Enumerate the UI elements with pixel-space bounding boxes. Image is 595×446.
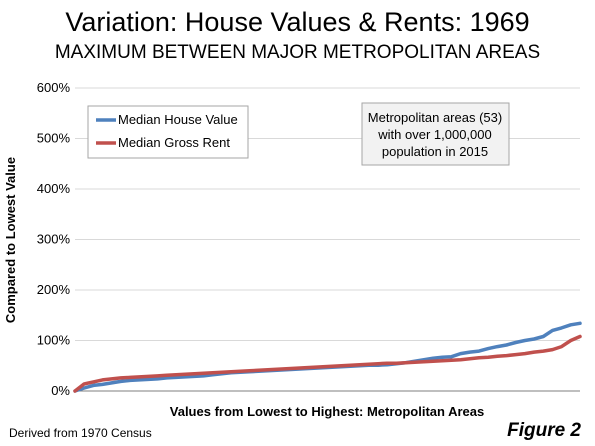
y-tick-label: 0%: [51, 383, 70, 398]
annotation-callout: Metropolitan areas (53) with over 1,000,…: [361, 102, 510, 166]
chart-title: Variation: House Values & Rents: 1969: [65, 7, 530, 37]
source-note: Derived from 1970 Census: [9, 426, 152, 440]
series-line-gross-rent: [73, 334, 582, 393]
annotation-line-1: Metropolitan areas (53): [368, 110, 502, 125]
annotation-line-3: population in 2015: [382, 144, 488, 159]
figure-label: Figure 2: [507, 420, 581, 441]
legend-label-house-value: Median House Value: [118, 112, 238, 127]
y-tick-label: 200%: [37, 282, 71, 297]
legend: Median House Value Median Gross Rent: [87, 105, 249, 159]
y-tick-label: 500%: [37, 131, 71, 146]
y-tick-label: 100%: [37, 333, 71, 348]
annotation-box: [361, 102, 510, 166]
y-tick-label: 400%: [37, 181, 71, 196]
x-axis-title: Values from Lowest to Highest: Metropoli…: [170, 404, 484, 419]
legend-label-gross-rent: Median Gross Rent: [118, 135, 230, 150]
series-lines: [73, 321, 582, 393]
legend-box: [87, 105, 249, 159]
chart-subtitle: MAXIMUM BETWEEN MAJOR METROPOLITAN AREAS: [54, 42, 541, 63]
y-axis-title: Compared to Lowest Value: [3, 157, 18, 323]
y-tick-label: 300%: [37, 232, 71, 247]
y-axis-ticks: 0% 100% 200% 300% 400% 500% 600%: [37, 80, 71, 398]
y-tick-label: 600%: [37, 80, 71, 95]
annotation-line-2: with over 1,000,000: [377, 127, 491, 142]
